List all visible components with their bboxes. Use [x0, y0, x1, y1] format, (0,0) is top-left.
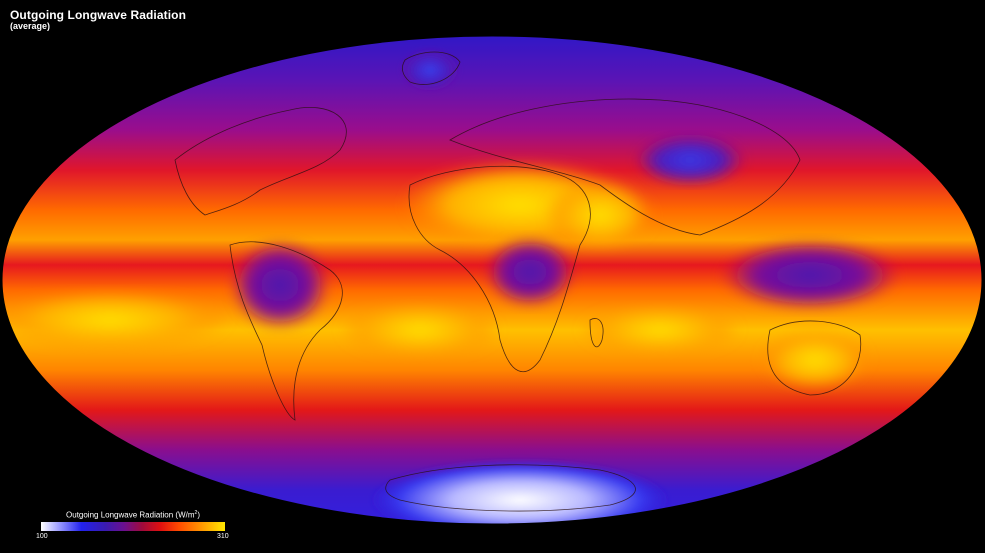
maritime-continent-convection [720, 240, 900, 310]
legend-label: Outgoing Longwave Radiation (W/m2) [66, 510, 200, 520]
greenland-low-region [400, 48, 460, 92]
title-block: Outgoing Longwave Radiation (average) [10, 9, 186, 31]
tibet-low-region [635, 135, 745, 185]
south-pacific-region [2, 290, 230, 350]
map-subtitle: (average) [10, 20, 51, 31]
north-america-coast [174, 107, 347, 216]
south-atlantic-region [340, 302, 500, 358]
globe-outline [1, 35, 983, 525]
amazon-convection [230, 240, 330, 330]
map-title: Outgoing Longwave Radiation [10, 8, 187, 22]
south-indian-ocean-region [580, 305, 740, 355]
madagascar-coast [589, 318, 604, 348]
congo-convection [485, 237, 575, 307]
legend-min-label: 100 [36, 532, 48, 540]
south-america-coast [229, 241, 343, 421]
australia-desert-region [760, 330, 870, 390]
coastlines [174, 51, 862, 512]
color-legend: Outgoing Longwave Radiation (W/m2) 100 3… [36, 510, 234, 544]
legend-ticks: 100 310 [36, 533, 234, 544]
arabia-desert-region [545, 180, 655, 250]
legend-colorbar [41, 521, 225, 531]
antarctica-coast [385, 464, 636, 512]
legend-max-label: 310 [217, 532, 229, 540]
eurasia-coast [449, 98, 801, 236]
africa-coast [408, 165, 591, 372]
australia-coast [767, 320, 862, 396]
greenland-coast [401, 51, 461, 85]
